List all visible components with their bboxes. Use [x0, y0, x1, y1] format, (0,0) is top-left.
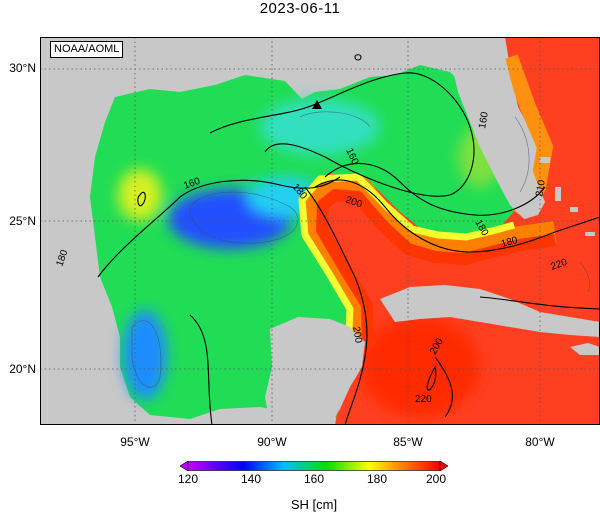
- colorbar-gradient: [187, 461, 441, 471]
- lon-label-80w: 80°W: [525, 435, 555, 449]
- colorbar-low-arrow: [180, 461, 189, 471]
- lat-label-30n: 30°N: [9, 61, 36, 75]
- lat-label-25n: 25°N: [9, 214, 36, 228]
- colorbar-tick: 120: [177, 472, 199, 486]
- orange-core-south: [360, 317, 480, 417]
- contour-lines: [97, 54, 600, 425]
- florida-land: [450, 57, 545, 219]
- lon-label-85w: 85°W: [393, 435, 423, 449]
- credit-label: NOAA/AOML: [50, 41, 124, 58]
- contour-label: 180: [500, 235, 519, 250]
- colorbar-tick: 200: [425, 472, 447, 486]
- contour-label: 220: [415, 394, 432, 405]
- graticule: [40, 37, 600, 425]
- colorbar-tick: 160: [303, 472, 325, 486]
- contour-label: 210: [534, 179, 548, 198]
- colorbar-label: SH [cm]: [290, 497, 338, 512]
- yucatan-land: [265, 317, 365, 425]
- colorbar-tick: 180: [366, 472, 388, 486]
- colorbar-tick: 140: [240, 472, 262, 486]
- triangle-marker-icon: [312, 100, 322, 109]
- colorbar: [180, 461, 448, 471]
- loop-current-core: [316, 189, 556, 348]
- lon-label-90w: 90°W: [257, 435, 287, 449]
- gulf-of-mexico-sea-height-map: 160 160 180 200 180 200 180 220 220 210 …: [40, 37, 600, 425]
- map-title: 2023-06-11: [259, 0, 341, 17]
- cyan-patch-north: [260, 99, 380, 155]
- cuba-land: [380, 285, 600, 337]
- bahamas-islands: [540, 157, 595, 236]
- lat-label-20n: 20°N: [9, 362, 36, 376]
- jamaica-land: [570, 343, 600, 355]
- loop-current-band: [301, 174, 557, 347]
- minor-contour-lines: [131, 111, 590, 388]
- low-sh-blob-south: [123, 310, 167, 400]
- contour-label: 160: [477, 111, 491, 130]
- colorbar-high-arrow: [439, 461, 448, 471]
- lon-label-95w: 95°W: [120, 435, 150, 449]
- contour-label: 200: [350, 326, 364, 345]
- loop-current-yellow-edge: [298, 173, 515, 350]
